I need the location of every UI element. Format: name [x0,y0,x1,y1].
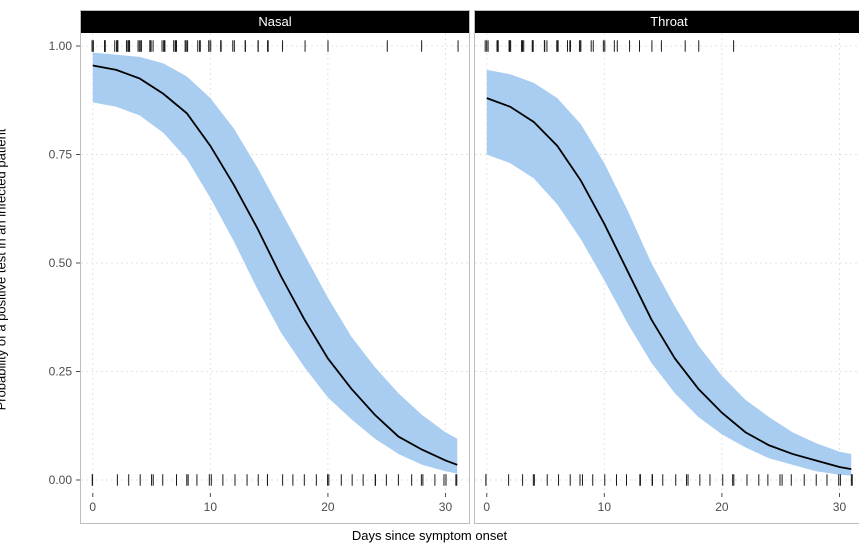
svg-text:0.50: 0.50 [49,256,73,270]
svg-text:30: 30 [833,500,847,514]
svg-text:20: 20 [321,500,335,514]
svg-text:10: 10 [598,500,612,514]
strip-title: Nasal [81,11,469,33]
panel-throat: Throat 0 10 20 30 [474,10,859,524]
svg-text:30: 30 [439,500,453,514]
svg-text:0.25: 0.25 [49,364,73,378]
svg-text:10: 10 [204,500,218,514]
svg-text:0.75: 0.75 [49,148,73,162]
y-axis-label: Probability of a positive test in an inf… [0,129,8,411]
facet-chart: Probability of a positive test in an inf… [10,10,849,543]
strip-title: Throat [475,11,859,33]
panel-nasal: Nasal 0 10 20 30 [80,10,470,524]
plot-area [475,33,859,493]
svg-text:1.00: 1.00 [49,39,73,53]
svg-text:0: 0 [483,500,490,514]
plot-area [81,33,469,493]
svg-text:0: 0 [89,500,96,514]
panel-row: Nasal0102030Throat0102030 [80,10,849,524]
svg-text:0.00: 0.00 [49,473,73,487]
svg-text:20: 20 [715,500,729,514]
x-axis-label: Days since symptom onset [10,528,849,543]
